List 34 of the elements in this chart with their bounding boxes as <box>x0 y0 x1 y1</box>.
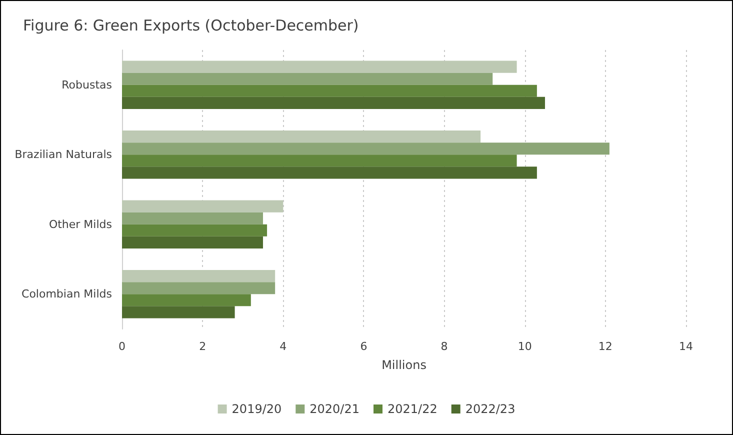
x-tick-label: 8 <box>440 340 448 353</box>
bar <box>122 72 493 85</box>
x-tick-label: 4 <box>280 340 287 353</box>
y-tick-label: Colombian Milds <box>22 288 112 301</box>
legend-label: 2019/20 <box>232 402 282 416</box>
y-tick-label: Other Milds <box>48 218 112 231</box>
bar <box>122 60 517 73</box>
bar <box>122 200 284 212</box>
x-tick-label: 14 <box>679 340 693 353</box>
bar <box>122 282 276 294</box>
bar <box>122 224 268 236</box>
x-tick-label: 10 <box>518 340 532 353</box>
legend-label: 2022/23 <box>465 402 516 416</box>
bar <box>122 306 235 318</box>
bar <box>122 96 545 109</box>
x-tick-label: 0 <box>118 340 126 353</box>
bar <box>122 166 537 179</box>
bar <box>122 130 481 143</box>
legend-label: 2021/22 <box>388 402 438 416</box>
legend-label: 2020/21 <box>310 402 360 416</box>
bar <box>122 154 517 167</box>
x-tick-label: 12 <box>598 340 612 353</box>
bar <box>122 236 263 248</box>
bar <box>122 212 263 224</box>
y-tick-label: Robustas <box>62 78 112 92</box>
bar <box>122 294 251 306</box>
x-tick-label: 6 <box>360 340 368 353</box>
bar <box>122 142 610 155</box>
x-tick-label: 2 <box>199 340 206 353</box>
chart-title: Figure 6: Green Exports (October-December) <box>23 16 359 34</box>
y-tick-label: Brazilian Naturals <box>14 148 112 162</box>
x-axis-title: Millions <box>382 358 426 372</box>
bar <box>122 84 537 97</box>
bar <box>122 270 276 282</box>
